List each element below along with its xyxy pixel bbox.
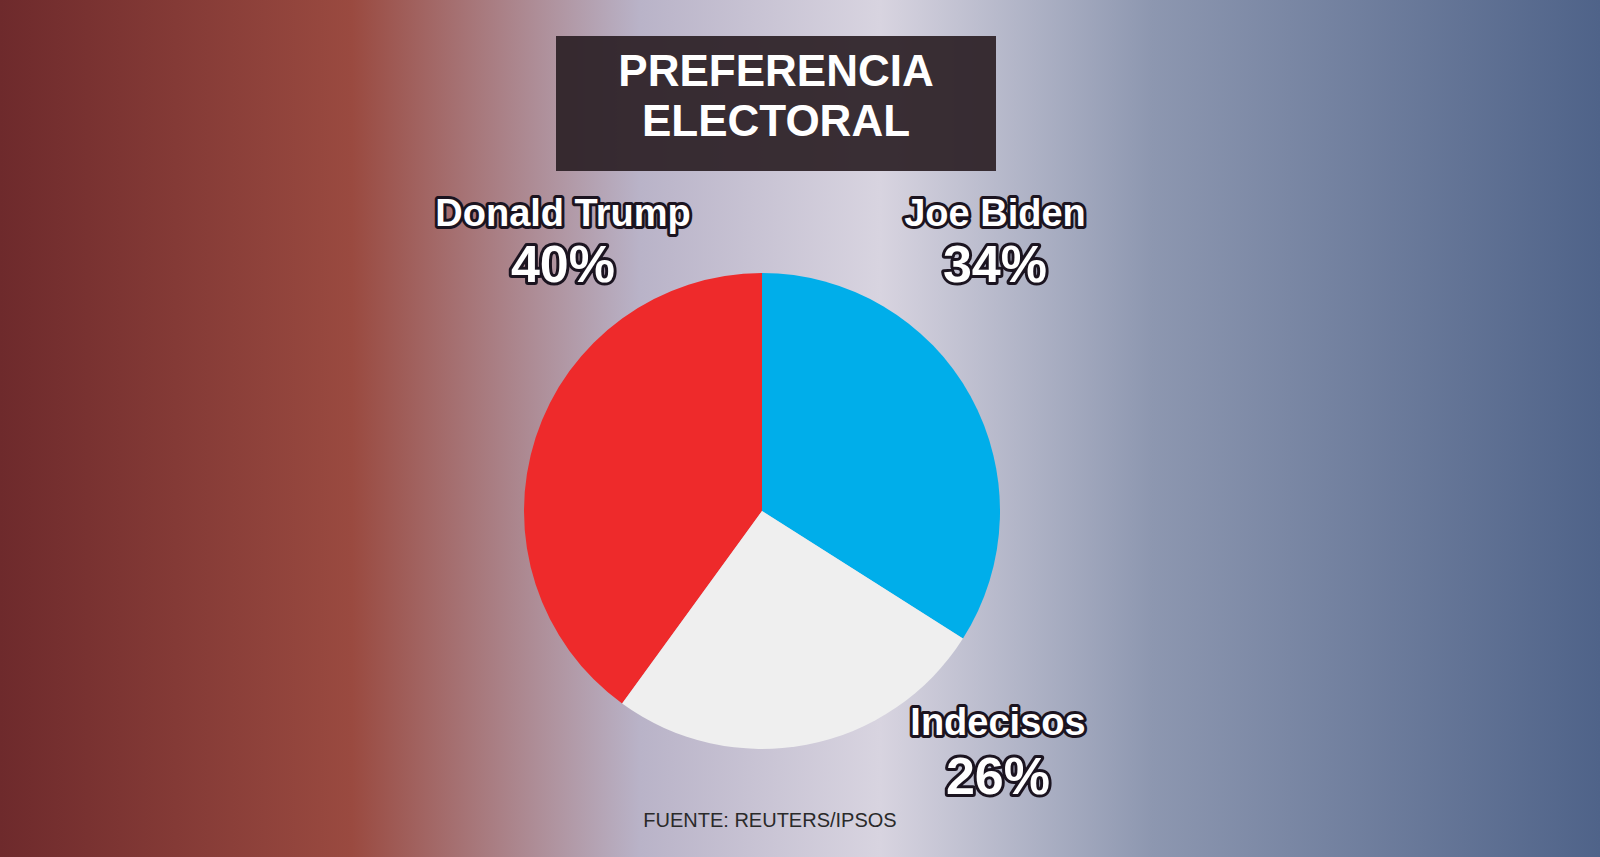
source: FUENTE: REUTERS/IPSOS (643, 809, 896, 831)
title: PREFERENCIAELECTORAL (618, 46, 933, 145)
data-label: 34% (943, 235, 1047, 293)
data-label: 40% (511, 235, 615, 293)
chart-canvas: PREFERENCIAELECTORAL Donald Trump40% Joe B… (0, 0, 1600, 857)
pie (524, 273, 1000, 749)
category-label: Joe Biden (904, 192, 1086, 234)
category-label: Donald Trump (435, 192, 690, 234)
background (0, 0, 1600, 857)
title-box (556, 36, 996, 171)
category-label: Indecisos (910, 701, 1085, 743)
data-label: 26% (946, 747, 1050, 805)
